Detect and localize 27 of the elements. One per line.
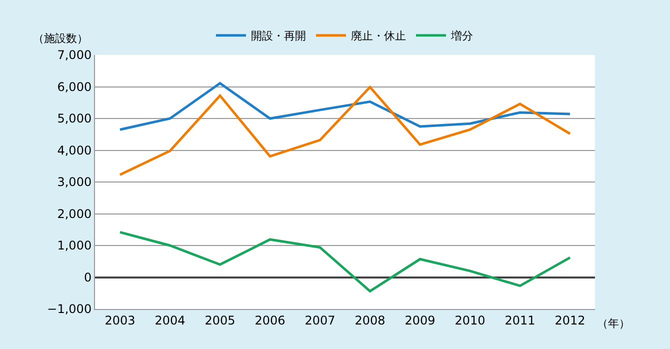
y-tick-label: −1,000 xyxy=(47,302,92,316)
y-tick-label: 4,000 xyxy=(57,143,92,158)
y-tick-label: 7,000 xyxy=(57,48,92,62)
legend-label: 開設・再開 xyxy=(251,30,306,43)
x-tick-label: 2011 xyxy=(504,313,536,328)
x-tick-label: 2007 xyxy=(304,313,336,328)
line-series xyxy=(118,82,572,131)
y-axis-title: （施設数） xyxy=(33,32,88,45)
y-tick-label: 2,000 xyxy=(57,206,92,221)
x-tick-label: 2008 xyxy=(354,313,386,328)
x-tick-label: 2004 xyxy=(154,313,186,328)
x-axis-title: （年） xyxy=(597,317,630,330)
y-tick-label: 6,000 xyxy=(57,80,92,94)
y-tick-label: 5,000 xyxy=(57,112,92,126)
y-tick-label: 0 xyxy=(84,270,92,284)
x-tick-label: 2005 xyxy=(204,313,236,328)
x-tick-label: 2010 xyxy=(454,313,486,328)
legend-label: 増分 xyxy=(450,30,473,43)
x-tick-label: 2006 xyxy=(254,313,286,328)
x-tick-label: 2009 xyxy=(404,313,436,328)
y-tick-label: 1,000 xyxy=(57,238,92,253)
line-series xyxy=(118,230,572,292)
line-series xyxy=(118,86,572,176)
x-tick-label: 2003 xyxy=(104,313,136,328)
legend-label: 廃止・休止 xyxy=(351,30,406,43)
y-tick-label: 3,000 xyxy=(57,175,92,190)
x-tick-label: 2012 xyxy=(554,313,586,328)
